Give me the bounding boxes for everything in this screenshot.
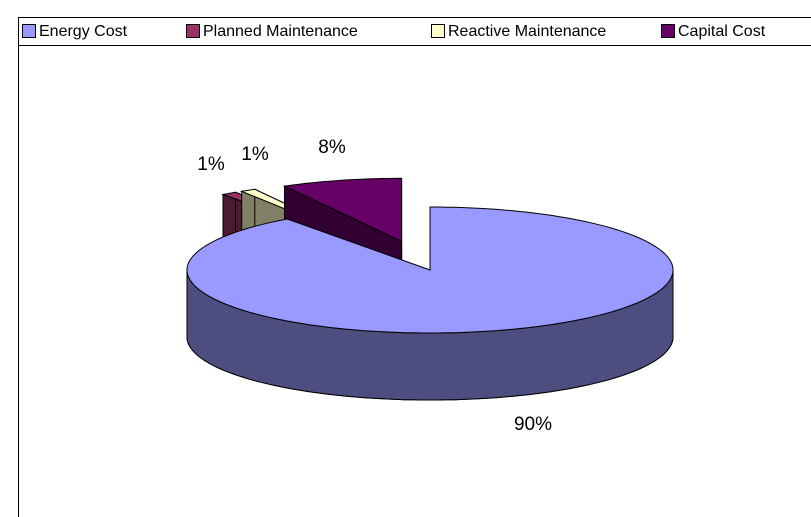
legend-swatch <box>431 24 445 38</box>
slice-top <box>282 177 403 243</box>
slice-top <box>186 206 674 334</box>
legend-label: Energy Cost <box>39 23 128 40</box>
legend: Energy Cost Planned Maintenance Reactive M… <box>22 23 766 40</box>
data-label: 8% <box>318 137 346 158</box>
data-label: 1% <box>241 144 269 165</box>
legend-swatch <box>186 24 200 38</box>
data-label: 1% <box>197 154 225 175</box>
data-label: 90% <box>514 414 552 435</box>
legend-label: Reactive Maintenance <box>448 23 606 40</box>
legend-label: Planned Maintenance <box>203 23 358 40</box>
legend-label: Capital Cost <box>678 23 766 40</box>
legend-swatch <box>22 24 36 38</box>
legend-swatch <box>661 24 675 38</box>
pie <box>186 177 674 401</box>
